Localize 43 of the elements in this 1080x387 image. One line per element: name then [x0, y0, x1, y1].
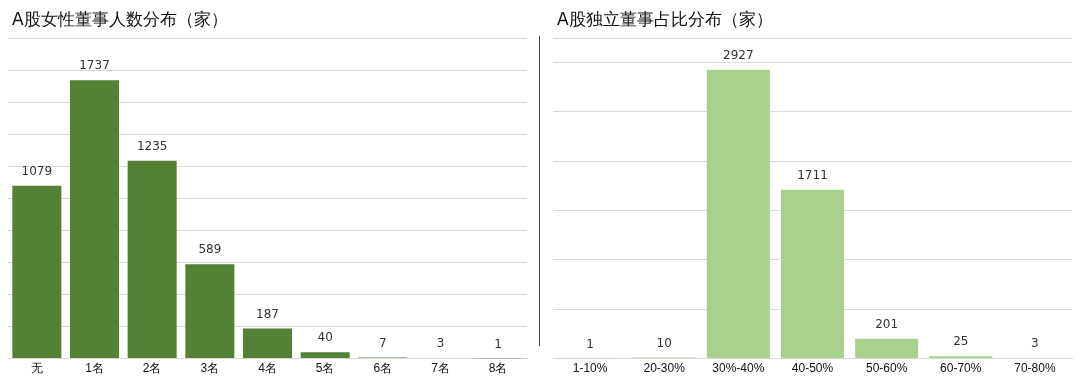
data-label: 3 — [436, 336, 445, 351]
x-tick-label: 20-30% — [643, 361, 686, 376]
x-tick-label: 4名 — [258, 361, 277, 376]
data-label: 187 — [256, 306, 279, 321]
data-label: 10 — [656, 335, 672, 350]
x-tick-label: 40-50% — [791, 361, 834, 376]
data-label: 1079 — [21, 163, 53, 178]
x-tick-label: 5名 — [315, 361, 335, 376]
data-label: 1 — [494, 336, 502, 351]
x-tick-label: 6名 — [373, 361, 393, 376]
bar — [855, 338, 919, 359]
data-label: 1235 — [136, 138, 168, 153]
data-label: 1711 — [797, 167, 828, 182]
x-tick-label: 无 — [30, 361, 43, 376]
x-tick-label: 60-70% — [940, 361, 982, 376]
bar — [69, 80, 120, 359]
x-tick-label: 2名 — [142, 361, 162, 376]
bar — [706, 69, 770, 359]
x-tick-label: 30%-40% — [712, 361, 765, 376]
x-tick-label: 7名 — [431, 361, 450, 376]
x-tick-label: 70-80% — [1014, 361, 1056, 376]
data-label: 40 — [317, 330, 333, 345]
bar — [12, 185, 62, 359]
bar — [780, 189, 845, 359]
bar — [300, 352, 350, 359]
data-label: 2927 — [723, 47, 754, 62]
data-label: 25 — [953, 334, 969, 349]
x-tick-label: 1-10% — [572, 361, 608, 376]
chart-title: A股独立董事占比分布（家） — [557, 8, 773, 31]
bar — [242, 328, 293, 359]
data-label: 1 — [586, 336, 594, 351]
x-tick-label: 1名 — [85, 361, 104, 376]
data-label: 201 — [875, 316, 899, 331]
bar — [127, 160, 177, 359]
x-tick-label: 50-60% — [865, 361, 908, 376]
data-label: 589 — [198, 242, 222, 257]
x-tick-label: 3名 — [200, 361, 220, 376]
data-label: 3 — [1031, 336, 1039, 351]
bar — [185, 264, 235, 359]
data-label: 1737 — [79, 58, 110, 73]
data-label: 7 — [379, 335, 387, 350]
chart-title: A股女性董事人数分布（家） — [12, 8, 228, 31]
x-tick-label: 8名 — [488, 361, 508, 376]
